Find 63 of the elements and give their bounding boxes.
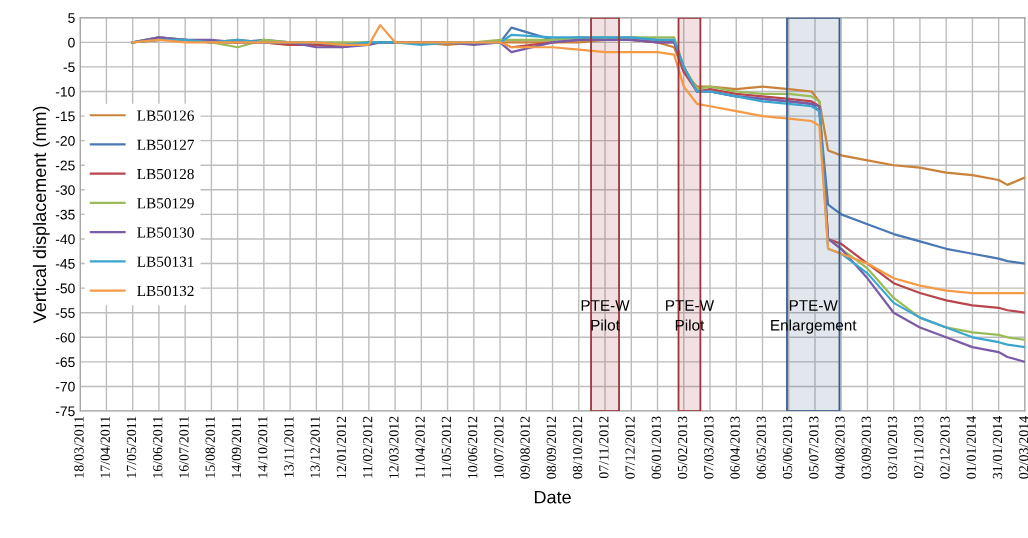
x-tick-label: 18/03/2011 xyxy=(74,416,84,478)
y-tick-label: 5 xyxy=(68,13,75,23)
y-tick-label: -30 xyxy=(55,185,75,195)
x-tick-label: 08/09/2012 xyxy=(546,416,557,479)
y-tick-label: -75 xyxy=(55,406,75,417)
y-tick-label: -65 xyxy=(55,357,75,368)
y-tick-label: -35 xyxy=(55,209,75,220)
y-axis-title: Vertical displacement (mm) xyxy=(32,106,50,324)
x-tick-label: 14/09/2011 xyxy=(231,416,242,478)
x-axis-title: Date xyxy=(534,490,571,504)
x-tick-label: 31/01/2014 xyxy=(992,416,1003,479)
x-tick-label: 16/06/2011 xyxy=(153,416,163,478)
x-tick-label: 11/02/2012 xyxy=(362,416,373,478)
x-tick-label: 06/05/2013 xyxy=(756,416,766,479)
x-tick-label: 03/10/2013 xyxy=(887,416,898,479)
x-tick-label: 02/03/2014 xyxy=(1019,416,1028,479)
y-tick-label: -50 xyxy=(55,283,75,294)
legend-label: LB50130 xyxy=(137,227,194,238)
legend-label: LB50131 xyxy=(137,256,194,267)
x-tick-label: 12/01/2012 xyxy=(336,416,347,478)
x-tick-label: 14/10/2011 xyxy=(257,416,268,478)
y-tick-label: -10 xyxy=(55,86,75,97)
y-tick-label: 0 xyxy=(68,37,75,48)
x-tick-label: 05/02/2013 xyxy=(677,416,688,479)
x-tick-label: 17/05/2011 xyxy=(126,416,137,478)
x-tick-label: 09/08/2012 xyxy=(520,416,530,479)
x-tick-label: 12/03/2012 xyxy=(389,416,399,478)
y-tick-label: -45 xyxy=(55,259,75,269)
x-tick-label: 13/12/2011 xyxy=(310,416,320,478)
x-tick-label: 01/01/2014 xyxy=(966,416,976,479)
x-tick-label: 07/12/2012 xyxy=(625,416,635,479)
legend-label: LB50129 xyxy=(137,198,194,209)
x-tick-label: 07/03/2013 xyxy=(704,416,714,479)
y-tick-label: -60 xyxy=(55,332,75,343)
legend-label: LB50127 xyxy=(137,139,194,150)
x-tick-label: 11/05/2012 xyxy=(441,416,452,478)
x-tick-label: 10/06/2012 xyxy=(467,416,478,478)
x-tick-label: 03/09/2013 xyxy=(861,416,871,479)
x-tick-label: 02/12/2013 xyxy=(940,416,950,479)
y-tick-label: -20 xyxy=(55,135,75,146)
y-tick-label: -25 xyxy=(55,160,75,171)
legend-label: LB50132 xyxy=(137,285,194,297)
y-tick-label: -15 xyxy=(55,111,75,122)
y-tick-label: -55 xyxy=(55,308,75,318)
x-tick-label: 08/10/2012 xyxy=(572,416,583,479)
y-tick-label: -40 xyxy=(55,234,75,245)
x-tick-label: 06/01/2013 xyxy=(651,416,661,479)
x-tick-label: 04/08/2013 xyxy=(835,416,845,479)
x-tick-label: 02/11/2013 xyxy=(914,416,924,479)
x-tick-label: 07/11/2012 xyxy=(599,416,609,479)
x-tick-label: 05/06/2013 xyxy=(782,416,793,479)
x-tick-label: 05/07/2013 xyxy=(809,416,819,479)
legend-label: LB50126 xyxy=(137,110,194,121)
x-tick-label: 10/07/2012 xyxy=(494,416,504,478)
x-tick-label: 06/04/2013 xyxy=(730,416,740,479)
legend-label: LB50128 xyxy=(137,168,194,180)
y-tick-label: -5 xyxy=(63,62,75,73)
x-tick-label: 16/07/2011 xyxy=(179,416,189,478)
x-tick-label: 11/04/2012 xyxy=(415,416,425,478)
x-tick-label: 17/04/2011 xyxy=(100,416,110,478)
y-tick-label: -70 xyxy=(55,381,75,392)
x-tick-label: 15/08/2011 xyxy=(205,416,215,478)
x-tick-label: 13/11/2011 xyxy=(284,416,294,477)
